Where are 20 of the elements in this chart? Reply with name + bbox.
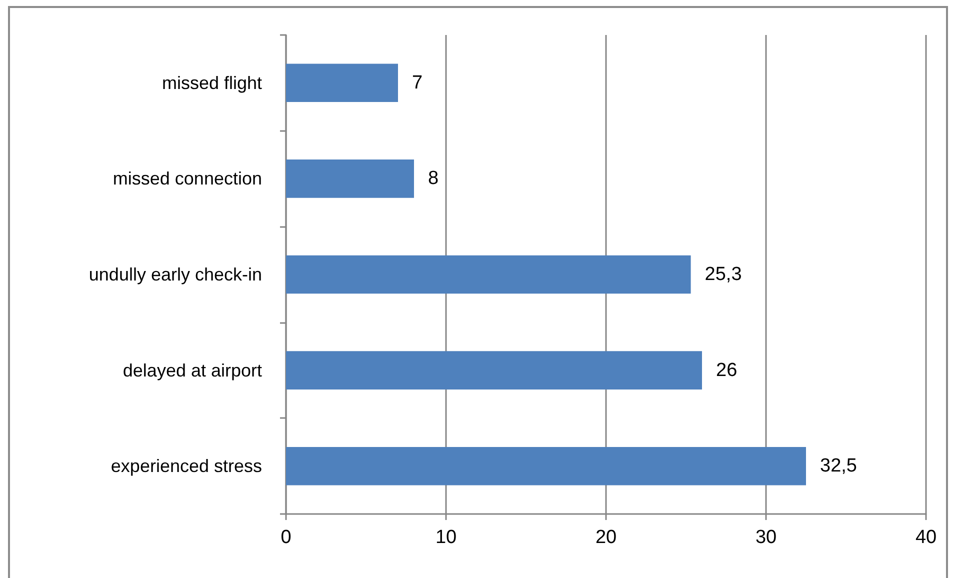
data-label: 7 [412, 72, 423, 94]
bar [286, 64, 398, 102]
data-label: 26 [716, 360, 738, 381]
bar [286, 255, 691, 294]
data-label: 8 [428, 168, 439, 190]
bar [286, 160, 414, 198]
bar [286, 446, 806, 486]
y-tick-label: missed connection [112, 168, 262, 189]
x-tick-label: 40 [915, 527, 937, 548]
data-label: 25,3 [704, 264, 742, 285]
bar [286, 351, 702, 390]
data-label: 32,5 [820, 456, 857, 477]
y-tick-label: undully early check-in [88, 264, 262, 284]
y-tick-label: missed flight [162, 72, 262, 93]
x-tick-label: 20 [595, 527, 617, 548]
x-tick-label: 10 [435, 527, 457, 548]
y-tick-label: delayed at airport [122, 360, 262, 380]
x-tick-label: 30 [755, 527, 777, 548]
x-tick-label: 0 [280, 527, 292, 548]
y-tick-label: experienced stress [110, 456, 262, 476]
